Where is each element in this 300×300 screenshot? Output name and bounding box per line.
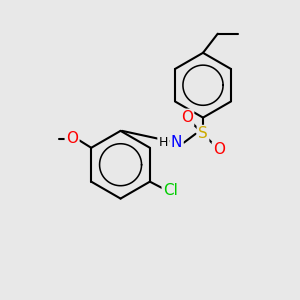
Text: O: O [213, 142, 225, 158]
Text: O: O [181, 110, 193, 125]
Text: Cl: Cl [163, 183, 178, 198]
Text: S: S [198, 126, 208, 141]
Text: H: H [159, 136, 168, 149]
Text: O: O [66, 131, 78, 146]
Text: N: N [171, 135, 182, 150]
